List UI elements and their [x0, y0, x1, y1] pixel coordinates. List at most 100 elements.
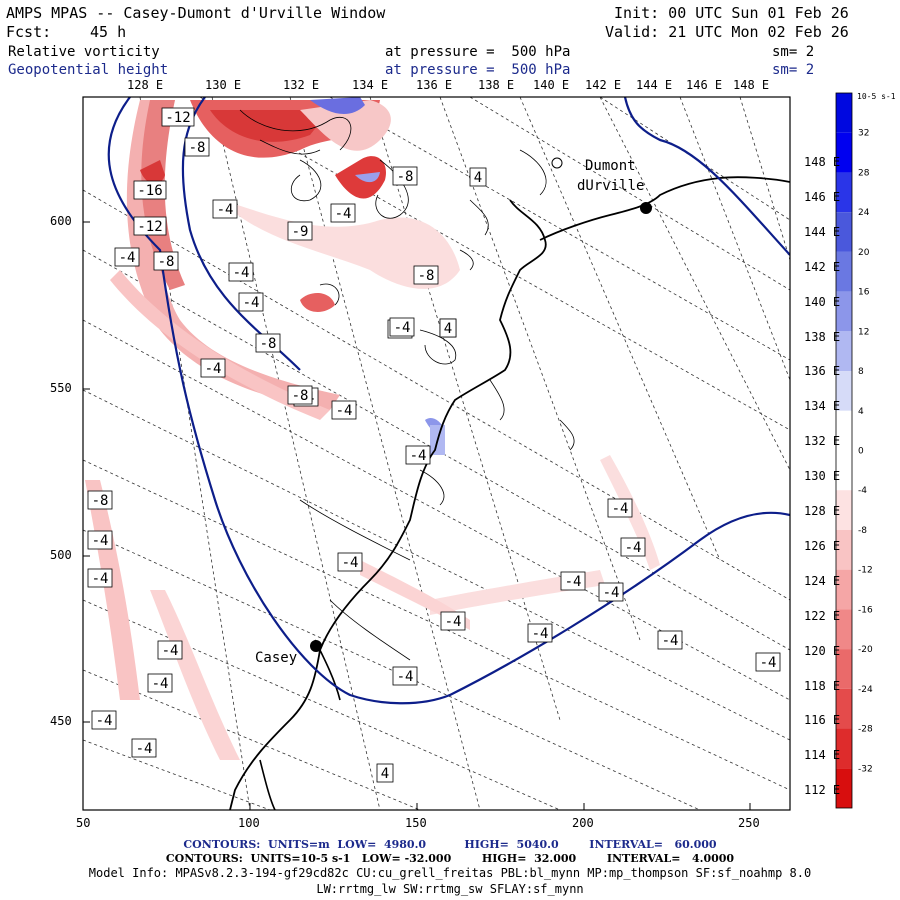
svg-text:-4: -4: [397, 669, 414, 685]
colorbar-cell-high: [836, 93, 852, 133]
svg-text:-4: -4: [336, 403, 353, 419]
station-dumont-marker: [640, 202, 652, 214]
contour-label: -12: [133, 216, 167, 236]
colorbar-label: 20: [858, 248, 870, 258]
svg-text:-4: -4: [603, 585, 620, 601]
svg-text:-4: -4: [565, 574, 582, 590]
contour-label: -4: [527, 623, 553, 643]
right-lon-label: 116 E: [804, 713, 841, 728]
field1-smoothing: sm= 2: [772, 44, 815, 60]
svg-text:-4: -4: [445, 614, 462, 630]
contour-label: -12: [161, 107, 195, 127]
footer-model-info: Model Info: MPASv8.2.3-194-gf29cd82c CU:…: [88, 866, 812, 880]
station-name-dumont: Dumont: [585, 158, 636, 174]
colorbar-label: 32: [858, 129, 869, 139]
right-lon-label: 144 E: [804, 224, 841, 239]
colorbar-label: 28: [858, 168, 870, 178]
colorbar-label: -28: [858, 725, 873, 735]
svg-text:-4: -4: [205, 361, 222, 377]
colorbar-label: 12: [858, 327, 869, 337]
colorbar-cell: [836, 371, 852, 411]
contour-label: -4: [114, 247, 140, 267]
svg-text:-16: -16: [137, 183, 162, 199]
right-lon-label: 140 E: [804, 294, 841, 309]
footer-vorticity-contours: CONTOURS: UNITS=10-5 s-1 LOW= -32.000 HI…: [165, 852, 735, 865]
colorbar-label: 16: [858, 288, 870, 298]
colorbar-label: -20: [858, 645, 873, 655]
svg-text:-4: -4: [136, 741, 153, 757]
colorbar-cell: [836, 490, 852, 530]
y-tick-label: 600: [50, 214, 72, 228]
svg-text:-4: -4: [217, 202, 234, 218]
colorbar-unit: 10-5 s-1: [857, 92, 896, 101]
svg-text:-4: -4: [233, 265, 250, 281]
svg-text:-4: -4: [625, 540, 642, 556]
svg-text:-4: -4: [119, 250, 136, 266]
plot-frame: [82, 96, 791, 811]
field2-level: at pressure = 500 hPa: [385, 62, 571, 78]
colorbar-label: 24: [858, 208, 870, 218]
contour-label: -4: [440, 611, 466, 631]
contour-label: -4: [560, 571, 586, 591]
contour-label: -4: [598, 582, 624, 602]
colorbar-cell: [836, 569, 852, 610]
x-tick-label: 250: [738, 816, 760, 830]
svg-text:-4: -4: [342, 555, 359, 571]
svg-text:-4: -4: [394, 320, 411, 336]
colorbar-frame: [835, 92, 853, 809]
contour-label: -4: [157, 640, 183, 660]
y-tick-label: 500: [50, 548, 72, 562]
top-lon-label: 148 E: [733, 78, 770, 92]
colorbar-label: -4: [858, 486, 867, 496]
top-lon-label: 142 E: [585, 78, 622, 92]
colorbar-cell: [836, 728, 852, 769]
contour-label: -8: [413, 265, 439, 285]
colorbar-label: 4: [858, 407, 864, 417]
contour-label: -8: [255, 333, 281, 353]
colorbar-label: -24: [858, 685, 873, 695]
contour-label: -8: [392, 166, 418, 186]
field1-level: at pressure = 500 hPa: [385, 44, 571, 60]
svg-text:-8: -8: [189, 140, 206, 156]
right-lon-label: 118 E: [804, 678, 841, 693]
colorbar-label: -16: [858, 605, 873, 615]
contour-label: -16: [133, 180, 167, 200]
right-lon-label: 132 E: [804, 434, 841, 449]
svg-text:-12: -12: [137, 219, 162, 235]
contour-label: -4: [657, 630, 683, 650]
colorbar-cell: [836, 609, 852, 650]
colorbar-cell: [836, 529, 852, 570]
contour-label: -8: [87, 490, 113, 510]
svg-text:-4: -4: [760, 655, 777, 671]
colorbar-cell: [836, 410, 852, 451]
contour-label: -4: [91, 710, 117, 730]
svg-text:-4: -4: [92, 571, 109, 587]
station-name-casey: Casey: [255, 650, 298, 666]
colorbar-cell: [836, 331, 852, 372]
svg-text:-8: -8: [260, 336, 277, 352]
init-time: Init: 00 UTC Sun 01 Feb 26: [614, 4, 849, 22]
svg-text:-4: -4: [243, 295, 260, 311]
contour-label: -4: [87, 568, 113, 588]
colorbar-label: -12: [858, 566, 873, 576]
contour-labels: -12-8-16-4-12-4-8-9-4-8-4-4-8-4-8-4-44-4…: [87, 107, 781, 783]
x-tick-label: 50: [76, 816, 91, 830]
svg-text:-8: -8: [158, 254, 175, 270]
x-axis-ticks: [82, 803, 751, 810]
top-lon-label: 146 E: [686, 78, 723, 92]
svg-text:-8: -8: [397, 169, 414, 185]
svg-text:-4: -4: [662, 633, 679, 649]
x-tick-label: 200: [572, 816, 594, 830]
right-lon-label: 142 E: [804, 259, 841, 274]
contour-label: -4: [330, 203, 356, 223]
footer-model-info-2: LW:rrtmg_lw SW:rrtmg_sw SFLAY:sf_mynn: [316, 882, 584, 896]
contour-label: -4: [405, 445, 431, 465]
station-ring-marker: [551, 157, 563, 169]
colorbar-label: 0: [858, 447, 864, 457]
contour-label: -4: [238, 292, 264, 312]
contour-label: -9: [287, 221, 313, 241]
top-lon-label: 144 E: [636, 78, 673, 92]
contour-label: -4: [212, 199, 238, 219]
right-lon-label: 112 E: [804, 783, 841, 798]
